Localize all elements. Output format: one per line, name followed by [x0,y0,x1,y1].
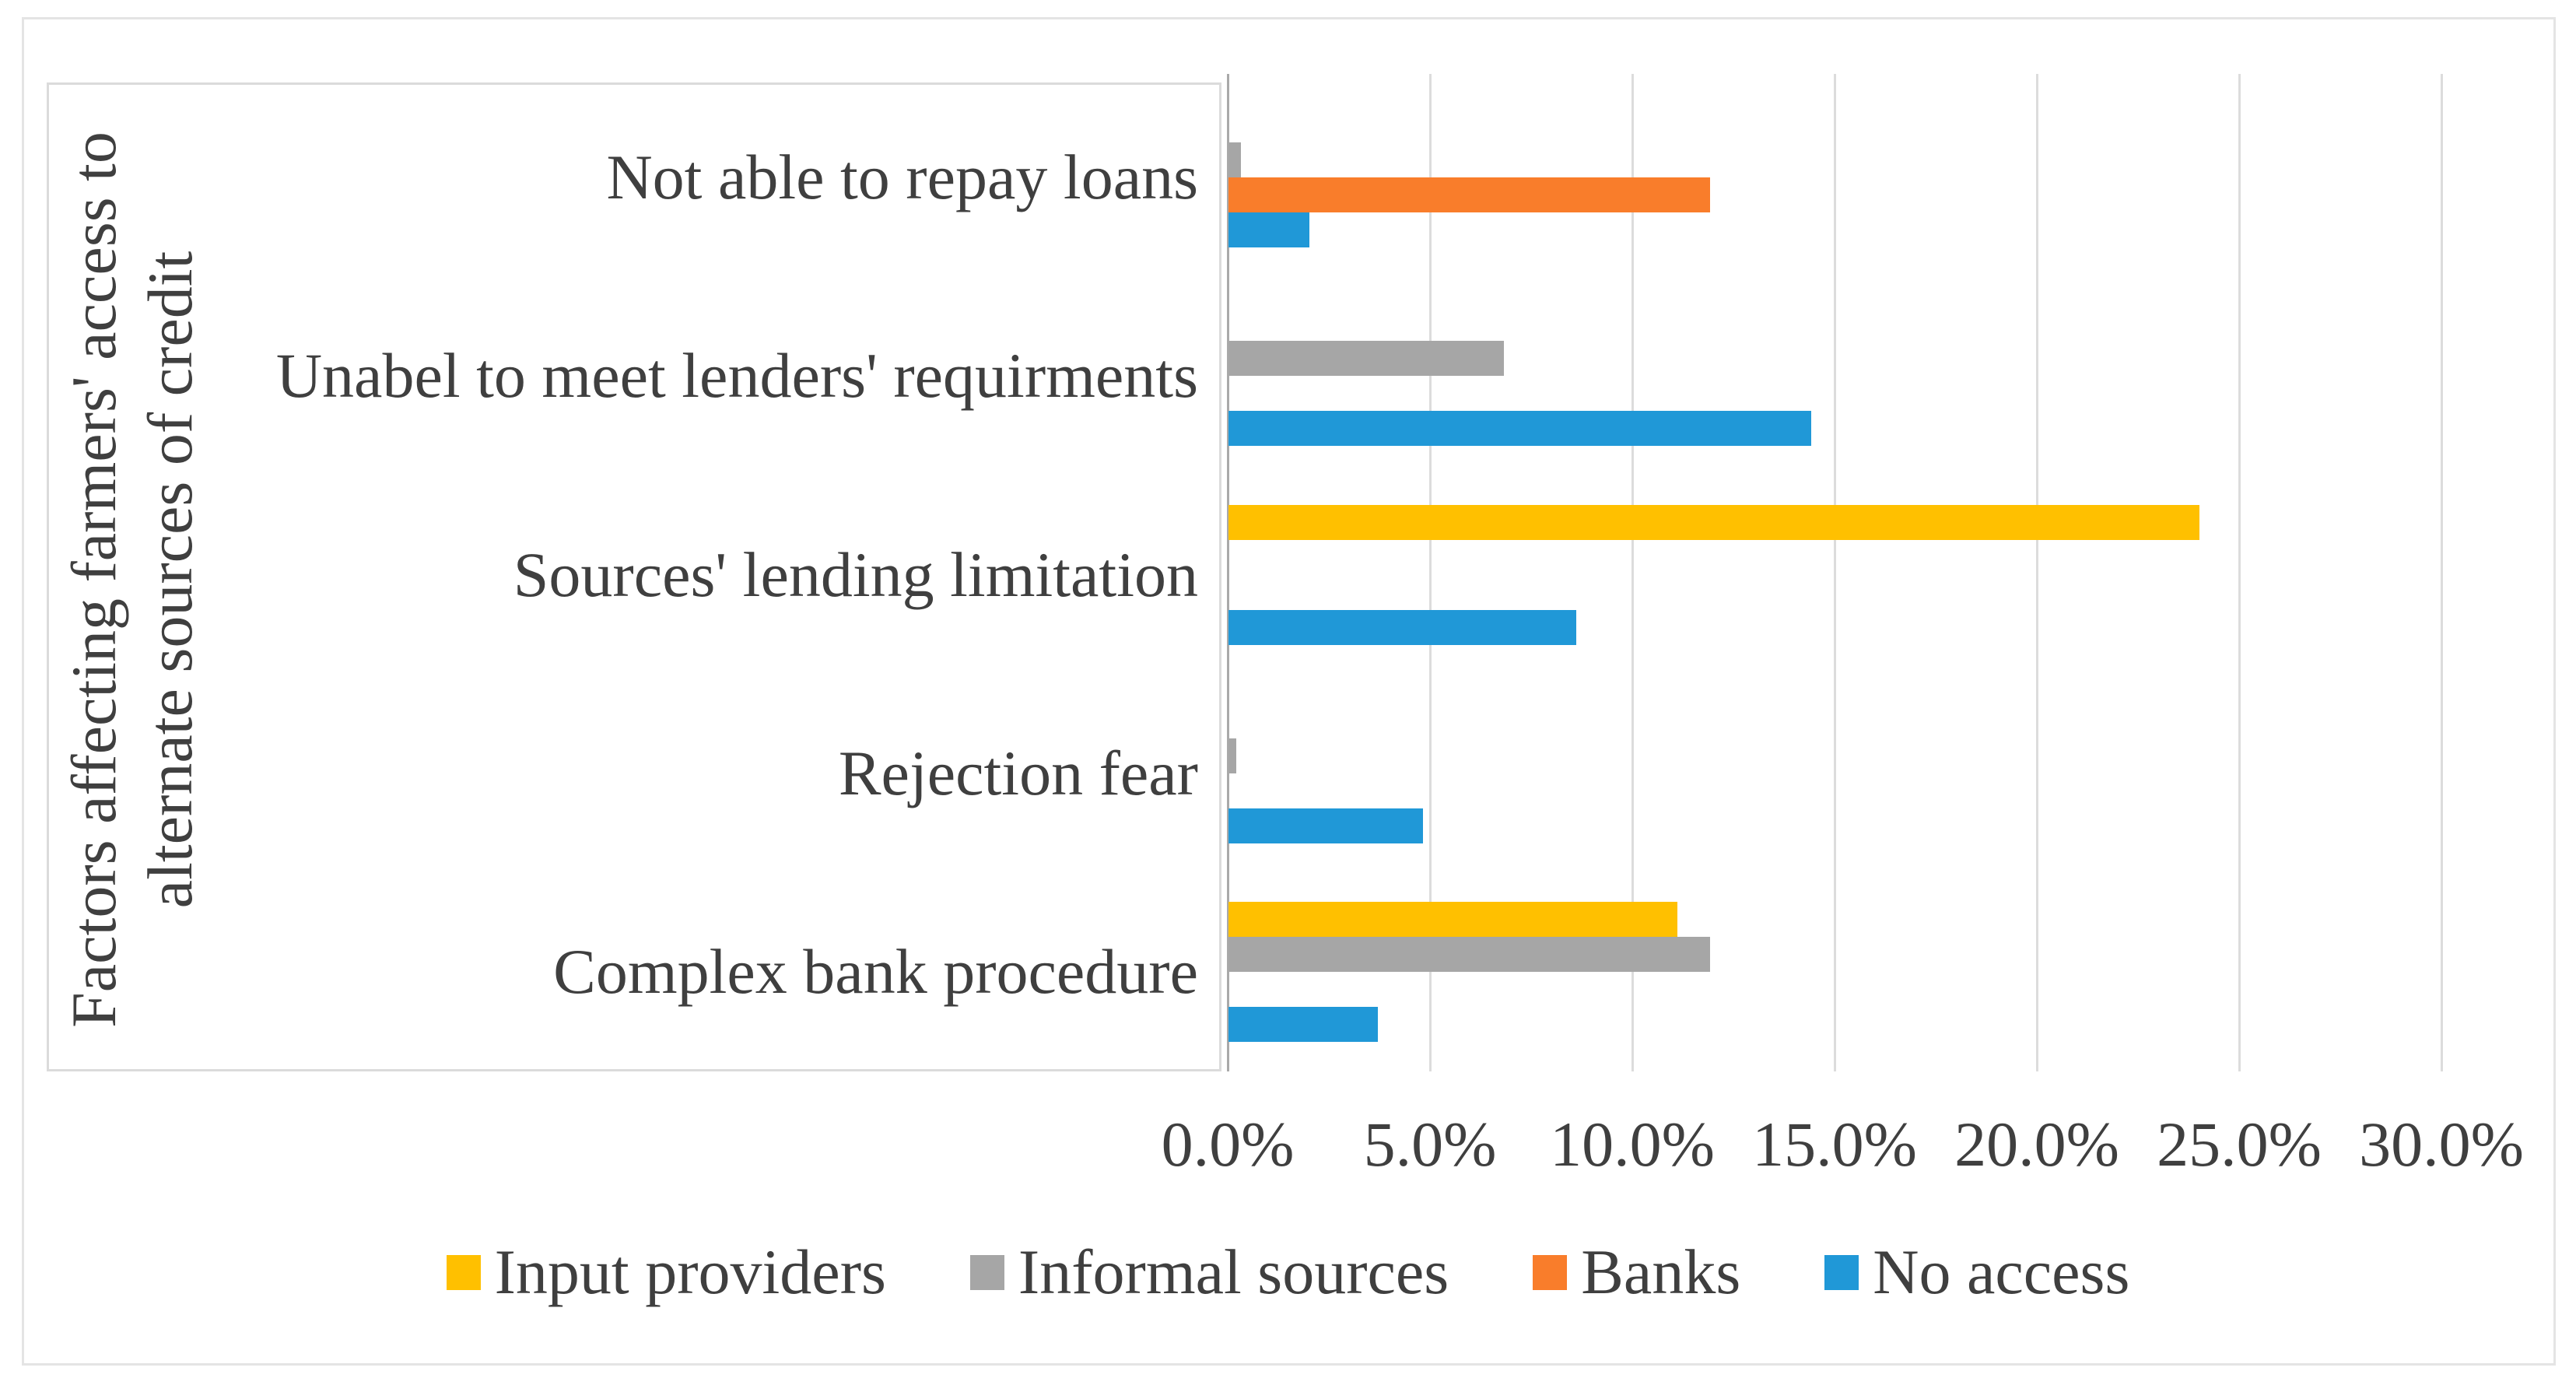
category-label: Unabel to meet lenders' requirments [275,340,1198,411]
x-tick-label: 10.0% [1550,1109,1715,1180]
y-axis-title-line2: alternate sources of credit [135,251,205,909]
bar-no-access [1228,808,1423,843]
legend-swatch-icon [1533,1254,1568,1290]
x-tick-label: 20.0% [1954,1109,2119,1180]
legend-item-no-access: No access [1824,1237,2129,1307]
category-label-panel [47,82,1221,1071]
bar-no-access [1228,1007,1378,1042]
x-tick-label: 15.0% [1752,1109,1917,1180]
value-axis-line [1227,74,1229,1071]
legend-label: No access [1873,1236,2130,1307]
bar-input-providers [1228,902,1677,937]
bar-no-access [1228,610,1576,645]
gridline-10.0% [1631,74,1634,1071]
gridline-20.0% [2036,74,2038,1071]
bar-no-access [1228,212,1309,247]
category-label: Not able to repay loans [606,142,1198,212]
bar-input-providers [1228,505,2199,540]
legend-item-input-providers: Input providers [446,1236,886,1307]
legend-item-informal-sources: Informal sources [969,1236,1449,1307]
gridline-30.0% [2441,74,2443,1071]
gridline-25.0% [2238,74,2241,1071]
legend-label: Input providers [494,1236,886,1307]
x-tick-label: 25.0% [2157,1109,2322,1180]
y-axis-title: Factors affecting farmers' access to alt… [56,86,205,1074]
x-tick-label: 5.0% [1363,1109,1497,1180]
legend-label: Banks [1581,1236,1741,1307]
x-tick-label: 30.0% [2359,1109,2524,1180]
legend-swatch-icon [1824,1254,1859,1290]
bar-informal-sources [1228,341,1504,376]
bar-banks [1228,177,1710,212]
bar-informal-sources [1228,142,1241,177]
legend-swatch-icon [969,1254,1004,1290]
legend-swatch-icon [446,1254,481,1290]
legend-label: Informal sources [1018,1236,1449,1307]
legend: Input providers Informal sources Banks No a… [0,1237,2576,1307]
category-label: Sources' lending limitation [513,539,1198,610]
gridline-15.0% [1834,74,1836,1071]
x-tick-label: 0.0% [1161,1109,1295,1180]
legend-item-banks: Banks [1533,1237,1740,1307]
gridline-5.0% [1429,74,1432,1071]
y-axis-title-line1: Factors affecting farmers' access to [58,131,129,1028]
category-label: Rejection fear [838,738,1198,808]
bar-no-access [1228,411,1811,446]
bar-informal-sources [1228,937,1710,972]
bar-informal-sources [1228,738,1236,773]
category-label: Complex bank procedure [553,936,1198,1007]
